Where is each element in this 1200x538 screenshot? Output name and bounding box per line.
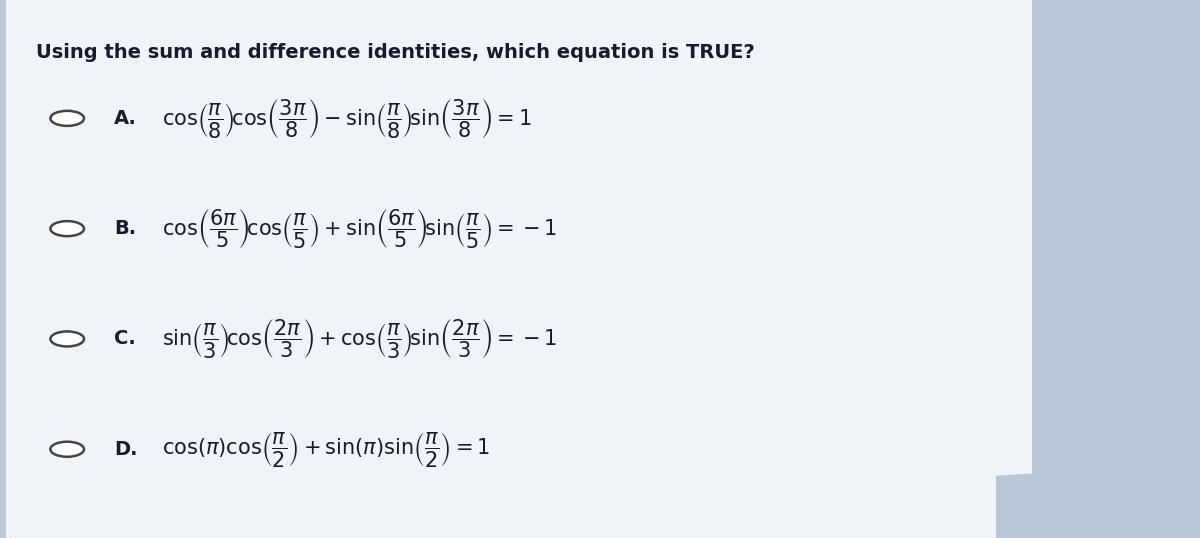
Text: $\sin\!\left(\dfrac{\pi}{3}\right)\!\cos\!\left(\dfrac{2\pi}{3}\right) + \cos\!\: $\sin\!\left(\dfrac{\pi}{3}\right)\!\cos… (162, 317, 557, 360)
Text: A.: A. (114, 109, 137, 128)
Text: C.: C. (114, 329, 136, 349)
Text: $\cos\!\left(\dfrac{6\pi}{5}\right)\!\cos\!\left(\dfrac{\pi}{5}\right) + \sin\!\: $\cos\!\left(\dfrac{6\pi}{5}\right)\!\co… (162, 207, 557, 250)
Text: B.: B. (114, 219, 136, 238)
Text: D.: D. (114, 440, 138, 459)
Text: Using the sum and difference identities, which equation is TRUE?: Using the sum and difference identities,… (36, 43, 755, 62)
Text: $\cos(\pi)\cos\!\left(\dfrac{\pi}{2}\right) + \sin(\pi)\sin\!\left(\dfrac{\pi}{2: $\cos(\pi)\cos\!\left(\dfrac{\pi}{2}\rig… (162, 430, 490, 469)
Text: $\cos\!\left(\dfrac{\pi}{8}\right)\!\cos\!\left(\dfrac{3\pi}{8}\right) - \sin\!\: $\cos\!\left(\dfrac{\pi}{8}\right)\!\cos… (162, 97, 532, 140)
